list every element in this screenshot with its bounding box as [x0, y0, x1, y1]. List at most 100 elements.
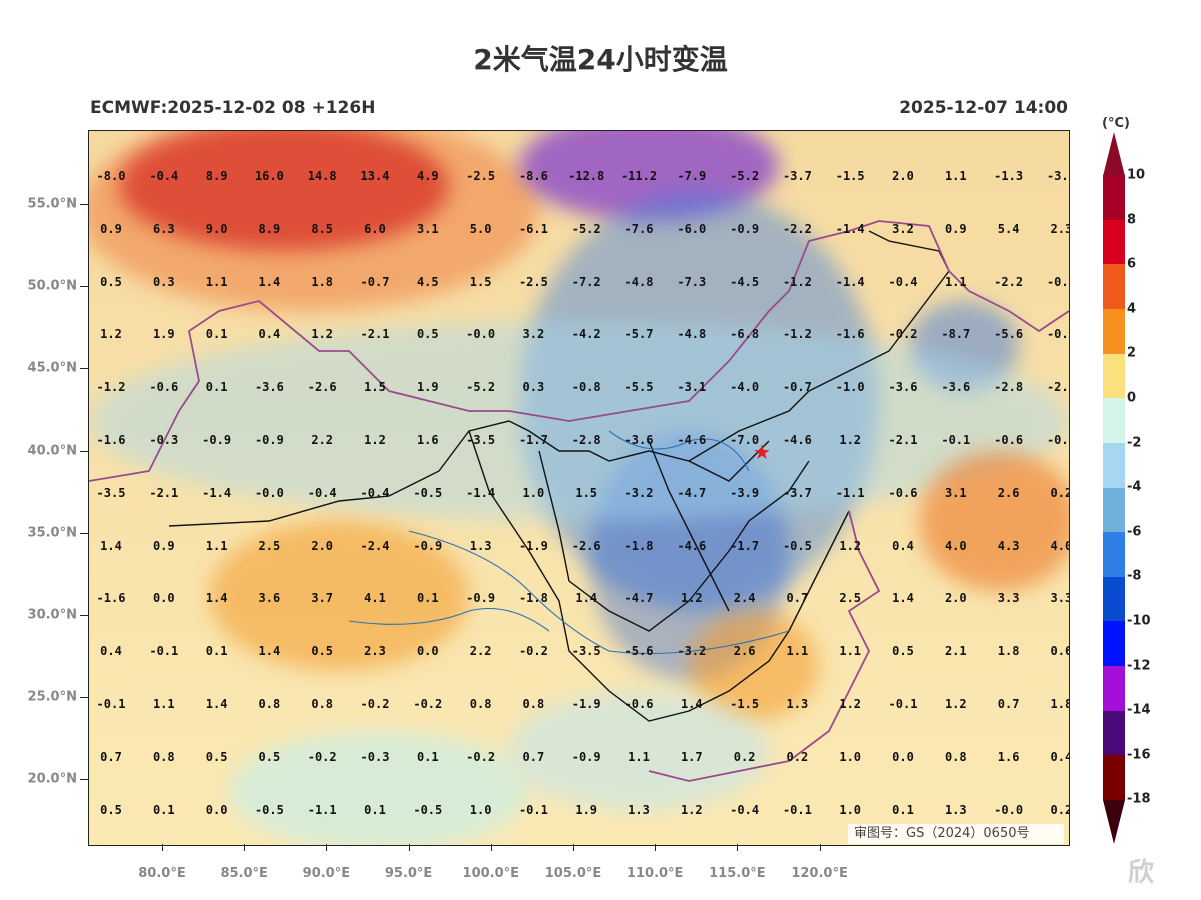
grid-value: 0.1 — [205, 327, 228, 342]
grid-value: 6.0 — [364, 221, 386, 236]
grid-value: -8.6 — [518, 169, 548, 183]
grid-value: -2.8 — [571, 433, 601, 447]
grid-value: 2.5 — [258, 538, 281, 553]
grid-value: -7.9 — [677, 169, 707, 183]
grid-value: -5.2 — [571, 221, 601, 236]
grid-value: -0.2 — [888, 327, 918, 342]
colorbar-segment — [1103, 353, 1125, 399]
grid-value: -0.0 — [254, 485, 284, 500]
grid-value: -2.2 — [994, 274, 1024, 289]
longitude-tick — [326, 844, 328, 851]
grid-value: 1.3 — [469, 538, 492, 553]
grid-value: 5.0 — [469, 221, 492, 236]
grid-value: 0.4 — [258, 327, 281, 342]
cold-region-north-china — [519, 191, 879, 611]
grid-value: 2.0 — [892, 169, 914, 183]
grid-value: 0.8 — [469, 697, 492, 711]
warm-region-northwest — [119, 131, 449, 251]
grid-value: -3.7 — [782, 169, 812, 183]
grid-value: -0.5 — [254, 802, 284, 817]
grid-value: 8.9 — [205, 169, 228, 183]
grid-value: 4.5 — [416, 274, 439, 289]
grid-value: -1.8 — [624, 538, 654, 553]
grid-value: 2.5 — [839, 591, 862, 606]
grid-value: -0.4 — [888, 274, 918, 289]
grid-value: 0.8 — [944, 749, 967, 764]
grid-value: -0.4 — [730, 802, 760, 817]
longitude-label: 120.0°E — [791, 866, 848, 881]
colorbar-segment — [1103, 755, 1125, 801]
grid-value: 1.0 — [469, 802, 492, 817]
grid-value: 1.1 — [152, 697, 175, 711]
grid-value: 1.2 — [839, 697, 862, 711]
longitude-tick — [244, 844, 246, 851]
grid-value: 1.2 — [311, 327, 334, 342]
grid-value: -1.4 — [835, 274, 865, 289]
grid-value: -6.1 — [518, 221, 548, 236]
grid-value: 8.5 — [311, 221, 334, 236]
grid-value: -8.0 — [96, 169, 126, 183]
grid-value: -2.1 — [888, 433, 918, 447]
grid-value: -1.5 — [730, 697, 760, 711]
longitude-tick — [737, 844, 739, 851]
grid-value: -2.6 — [307, 380, 337, 395]
grid-value: -5.2 — [466, 380, 496, 395]
grid-value: 1.2 — [839, 538, 862, 553]
model-run-label: ECMWF:2025-12-02 08 +126H — [90, 98, 376, 118]
longitude-label: 115.0°E — [709, 866, 766, 881]
grid-value: -1.4 — [835, 221, 865, 236]
grid-value: 1.6 — [416, 433, 439, 447]
cool-region-south — [509, 691, 769, 811]
grid-value: 4.0 — [1050, 538, 1069, 553]
grid-value: 2.0 — [944, 591, 967, 606]
grid-value: -8.7 — [941, 327, 971, 342]
grid-value: -0.5 — [413, 802, 443, 817]
grid-value: -0.0 — [466, 327, 496, 342]
longitude-tick — [819, 844, 821, 851]
grid-value: 0.1 — [416, 591, 439, 606]
grid-value: -0.1 — [96, 697, 126, 711]
grid-value: 2.3 — [1050, 221, 1069, 236]
grid-value: 9.0 — [205, 221, 228, 236]
longitude-label: 90.0°E — [302, 866, 351, 881]
grid-value: 0.1 — [416, 749, 439, 764]
grid-value: 1.7 — [680, 749, 703, 764]
grid-value: 2.4 — [733, 591, 756, 606]
grid-value: 0.6 — [1050, 644, 1069, 659]
latitude-tick — [80, 368, 88, 370]
grid-value: -2.4 — [360, 538, 390, 553]
colorbar-segment — [1103, 219, 1125, 265]
longitude-tick — [573, 844, 574, 851]
grid-value: 0.4 — [892, 538, 914, 553]
grid-value: -0.4 — [149, 169, 179, 183]
grid-value: 0.7 — [522, 749, 545, 764]
grid-value: 3.2 — [892, 221, 914, 236]
grid-value: 0.5 — [205, 749, 228, 764]
grid-value: -0.2 — [360, 697, 390, 711]
colorbar-label: 0 — [1127, 390, 1137, 406]
grid-value: -1.6 — [96, 433, 126, 447]
grid-value: -0.5 — [413, 485, 443, 500]
coastline — [648, 510, 881, 782]
grid-value: 8.9 — [258, 221, 281, 236]
grid-value: -0.1 — [149, 644, 179, 659]
grid-value: -1.6 — [835, 327, 865, 342]
longitude-tick — [490, 844, 492, 851]
grid-value: 0.0 — [205, 802, 228, 817]
grid-value: 0.3 — [152, 274, 175, 289]
grid-value: -3.9 — [730, 485, 760, 500]
grid-value: 0.1 — [364, 802, 386, 817]
grid-value: 0.9 — [944, 221, 967, 236]
grid-value: -3.2 — [677, 644, 707, 659]
colorbar-segment — [1103, 175, 1125, 221]
grid-value: 1.4 — [680, 697, 703, 711]
grid-value: -1.2 — [782, 274, 812, 289]
grid-value: -0.2 — [518, 644, 548, 659]
colorbar-unit: (°C) — [1102, 116, 1130, 131]
grid-value: 0.0 — [892, 749, 914, 764]
colorbar-label: -6 — [1127, 524, 1142, 540]
grid-value: -7.0 — [730, 433, 760, 447]
grid-value: -0.6 — [888, 485, 918, 500]
warm-region-tibet — [209, 521, 469, 671]
grid-value: 2.6 — [997, 485, 1020, 500]
